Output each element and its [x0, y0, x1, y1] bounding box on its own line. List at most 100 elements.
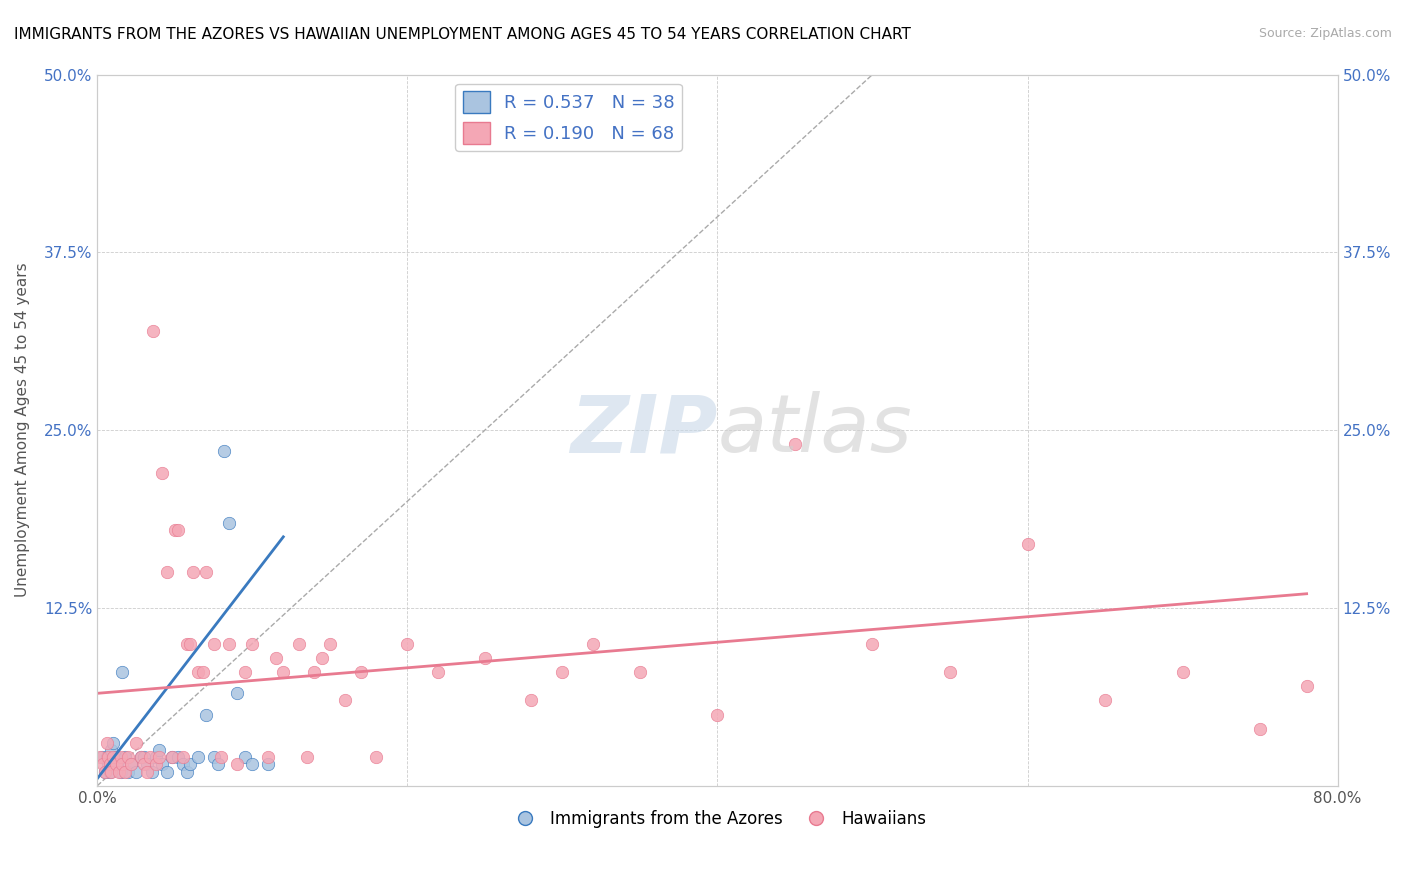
Point	[1017, 537, 1039, 551]
Point	[706, 707, 728, 722]
Point	[94, 764, 117, 779]
Point	[520, 693, 543, 707]
Point	[183, 566, 205, 580]
Point	[939, 665, 962, 679]
Point	[132, 757, 155, 772]
Point	[104, 750, 127, 764]
Point	[132, 750, 155, 764]
Point	[163, 523, 186, 537]
Point	[288, 636, 311, 650]
Point	[100, 743, 122, 757]
Point	[862, 636, 884, 650]
Point	[129, 750, 152, 764]
Point	[783, 437, 806, 451]
Point	[187, 665, 209, 679]
Point	[110, 750, 132, 764]
Text: Source: ZipAtlas.com: Source: ZipAtlas.com	[1258, 27, 1392, 40]
Point	[176, 636, 198, 650]
Point	[94, 764, 117, 779]
Point	[150, 757, 173, 772]
Point	[194, 566, 217, 580]
Point	[90, 750, 112, 764]
Point	[551, 665, 574, 679]
Point	[233, 750, 256, 764]
Point	[111, 757, 134, 772]
Point	[117, 764, 139, 779]
Point	[150, 466, 173, 480]
Point	[194, 707, 217, 722]
Point	[256, 757, 278, 772]
Point	[1094, 693, 1116, 707]
Point	[110, 764, 132, 779]
Point	[350, 665, 373, 679]
Point	[582, 636, 605, 650]
Point	[1249, 722, 1271, 736]
Point	[427, 665, 450, 679]
Point	[218, 636, 240, 650]
Point	[145, 757, 167, 772]
Point	[156, 566, 179, 580]
Point	[209, 750, 232, 764]
Point	[214, 444, 236, 458]
Point	[120, 757, 142, 772]
Point	[304, 665, 326, 679]
Point	[240, 636, 263, 650]
Point	[120, 757, 142, 772]
Point	[145, 750, 167, 764]
Point	[156, 764, 179, 779]
Y-axis label: Unemployment Among Ages 45 to 54 years: Unemployment Among Ages 45 to 54 years	[15, 263, 30, 598]
Point	[104, 757, 127, 772]
Text: atlas: atlas	[717, 392, 912, 469]
Point	[135, 757, 157, 772]
Point	[167, 523, 190, 537]
Point	[142, 324, 165, 338]
Point	[96, 736, 118, 750]
Point	[187, 750, 209, 764]
Point	[97, 750, 120, 764]
Point	[101, 750, 124, 764]
Point	[148, 750, 170, 764]
Point	[114, 764, 136, 779]
Point	[225, 757, 247, 772]
Point	[135, 764, 157, 779]
Point	[96, 750, 118, 764]
Point	[256, 750, 278, 764]
Point	[225, 686, 247, 700]
Point	[160, 750, 183, 764]
Point	[202, 750, 225, 764]
Point	[108, 764, 131, 779]
Point	[101, 736, 124, 750]
Point	[129, 750, 152, 764]
Point	[233, 665, 256, 679]
Point	[1171, 665, 1194, 679]
Point	[191, 665, 214, 679]
Point	[114, 750, 136, 764]
Point	[89, 750, 111, 764]
Point	[172, 750, 194, 764]
Point	[117, 750, 139, 764]
Point	[335, 693, 357, 707]
Point	[207, 757, 229, 772]
Point	[218, 516, 240, 530]
Point	[98, 764, 121, 779]
Point	[97, 757, 120, 772]
Text: ZIP: ZIP	[569, 392, 717, 469]
Point	[172, 757, 194, 772]
Point	[240, 757, 263, 772]
Legend: Immigrants from the Azores, Hawaiians: Immigrants from the Azores, Hawaiians	[502, 803, 934, 834]
Point	[1295, 679, 1317, 693]
Point	[167, 750, 190, 764]
Point	[319, 636, 342, 650]
Point	[93, 757, 115, 772]
Point	[98, 757, 121, 772]
Point	[202, 636, 225, 650]
Point	[264, 650, 287, 665]
Point	[107, 757, 129, 772]
Point	[295, 750, 318, 764]
Point	[179, 636, 201, 650]
Point	[474, 650, 496, 665]
Point	[125, 736, 148, 750]
Point	[271, 665, 294, 679]
Point	[179, 757, 201, 772]
Point	[628, 665, 651, 679]
